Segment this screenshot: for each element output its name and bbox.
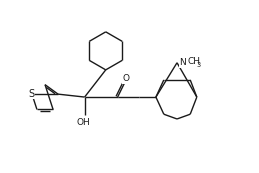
Text: 3: 3 xyxy=(197,62,201,68)
Text: OH: OH xyxy=(76,118,90,127)
Text: CH: CH xyxy=(188,57,200,66)
Text: N: N xyxy=(179,58,186,67)
Text: S: S xyxy=(28,89,34,99)
Text: O: O xyxy=(122,74,129,83)
